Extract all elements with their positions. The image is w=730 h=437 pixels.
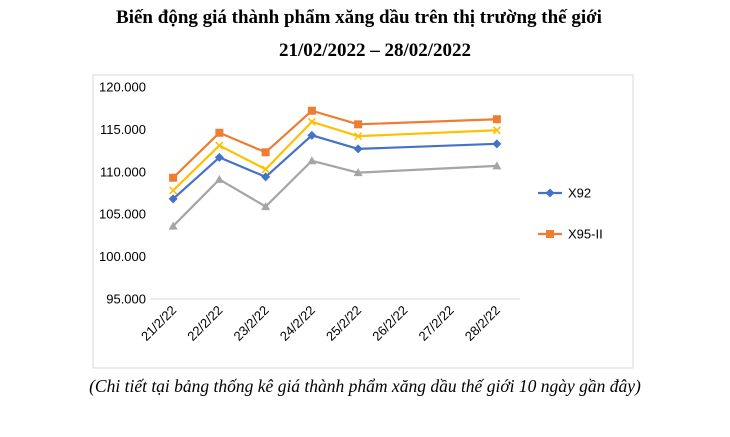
data-point [168, 194, 178, 204]
legend-marker [546, 230, 554, 238]
data-point [492, 126, 501, 135]
legend-item: X95-II [538, 227, 603, 242]
data-point [214, 174, 224, 183]
data-point [261, 165, 270, 174]
data-point [169, 173, 178, 182]
chart-border [92, 74, 634, 369]
legend-item: X92 [538, 186, 591, 201]
series-unnamed-2 [169, 117, 501, 195]
data-point [307, 156, 317, 165]
y-tick-label: 110.000 [100, 164, 146, 179]
series-line [172, 109, 497, 179]
data-point [492, 139, 502, 149]
y-tick-label: 105.000 [99, 207, 146, 222]
data-point [307, 130, 317, 140]
data-point [307, 106, 316, 115]
data-point [353, 168, 363, 177]
legend-label: X95-II [568, 227, 603, 242]
data-point [492, 115, 501, 124]
series-x95-ii [169, 106, 501, 182]
data-point [307, 117, 316, 126]
series-unnamed-3 [168, 156, 502, 230]
y-tick-label: 115.000 [100, 122, 146, 137]
legend-label: X92 [568, 186, 591, 201]
data-point [215, 141, 224, 150]
y-tick-label: 95.000 [106, 292, 146, 307]
data-point [354, 132, 363, 141]
y-tick-label: 120.000 [99, 80, 146, 95]
data-point [261, 202, 271, 211]
chart-title: Biến động giá thành phẩm xăng dầu trên t… [116, 7, 602, 28]
data-point [214, 152, 224, 162]
data-point [492, 161, 502, 170]
chart-date-range: 21/02/2022 – 28/02/2022 [278, 40, 472, 61]
series-line [172, 134, 497, 200]
data-point [168, 221, 178, 230]
data-point [215, 128, 224, 137]
y-tick-label: 100.000 [99, 249, 146, 264]
data-point [261, 148, 270, 157]
data-point [261, 172, 271, 182]
data-point [354, 120, 363, 129]
caption: (Chi tiết tại bảng thống kê giá thành ph… [89, 376, 641, 396]
series-x92 [168, 130, 502, 204]
data-point [353, 144, 363, 154]
series-line [172, 159, 497, 227]
data-point [169, 186, 178, 195]
legend-marker [545, 188, 555, 198]
series-line [172, 120, 497, 192]
